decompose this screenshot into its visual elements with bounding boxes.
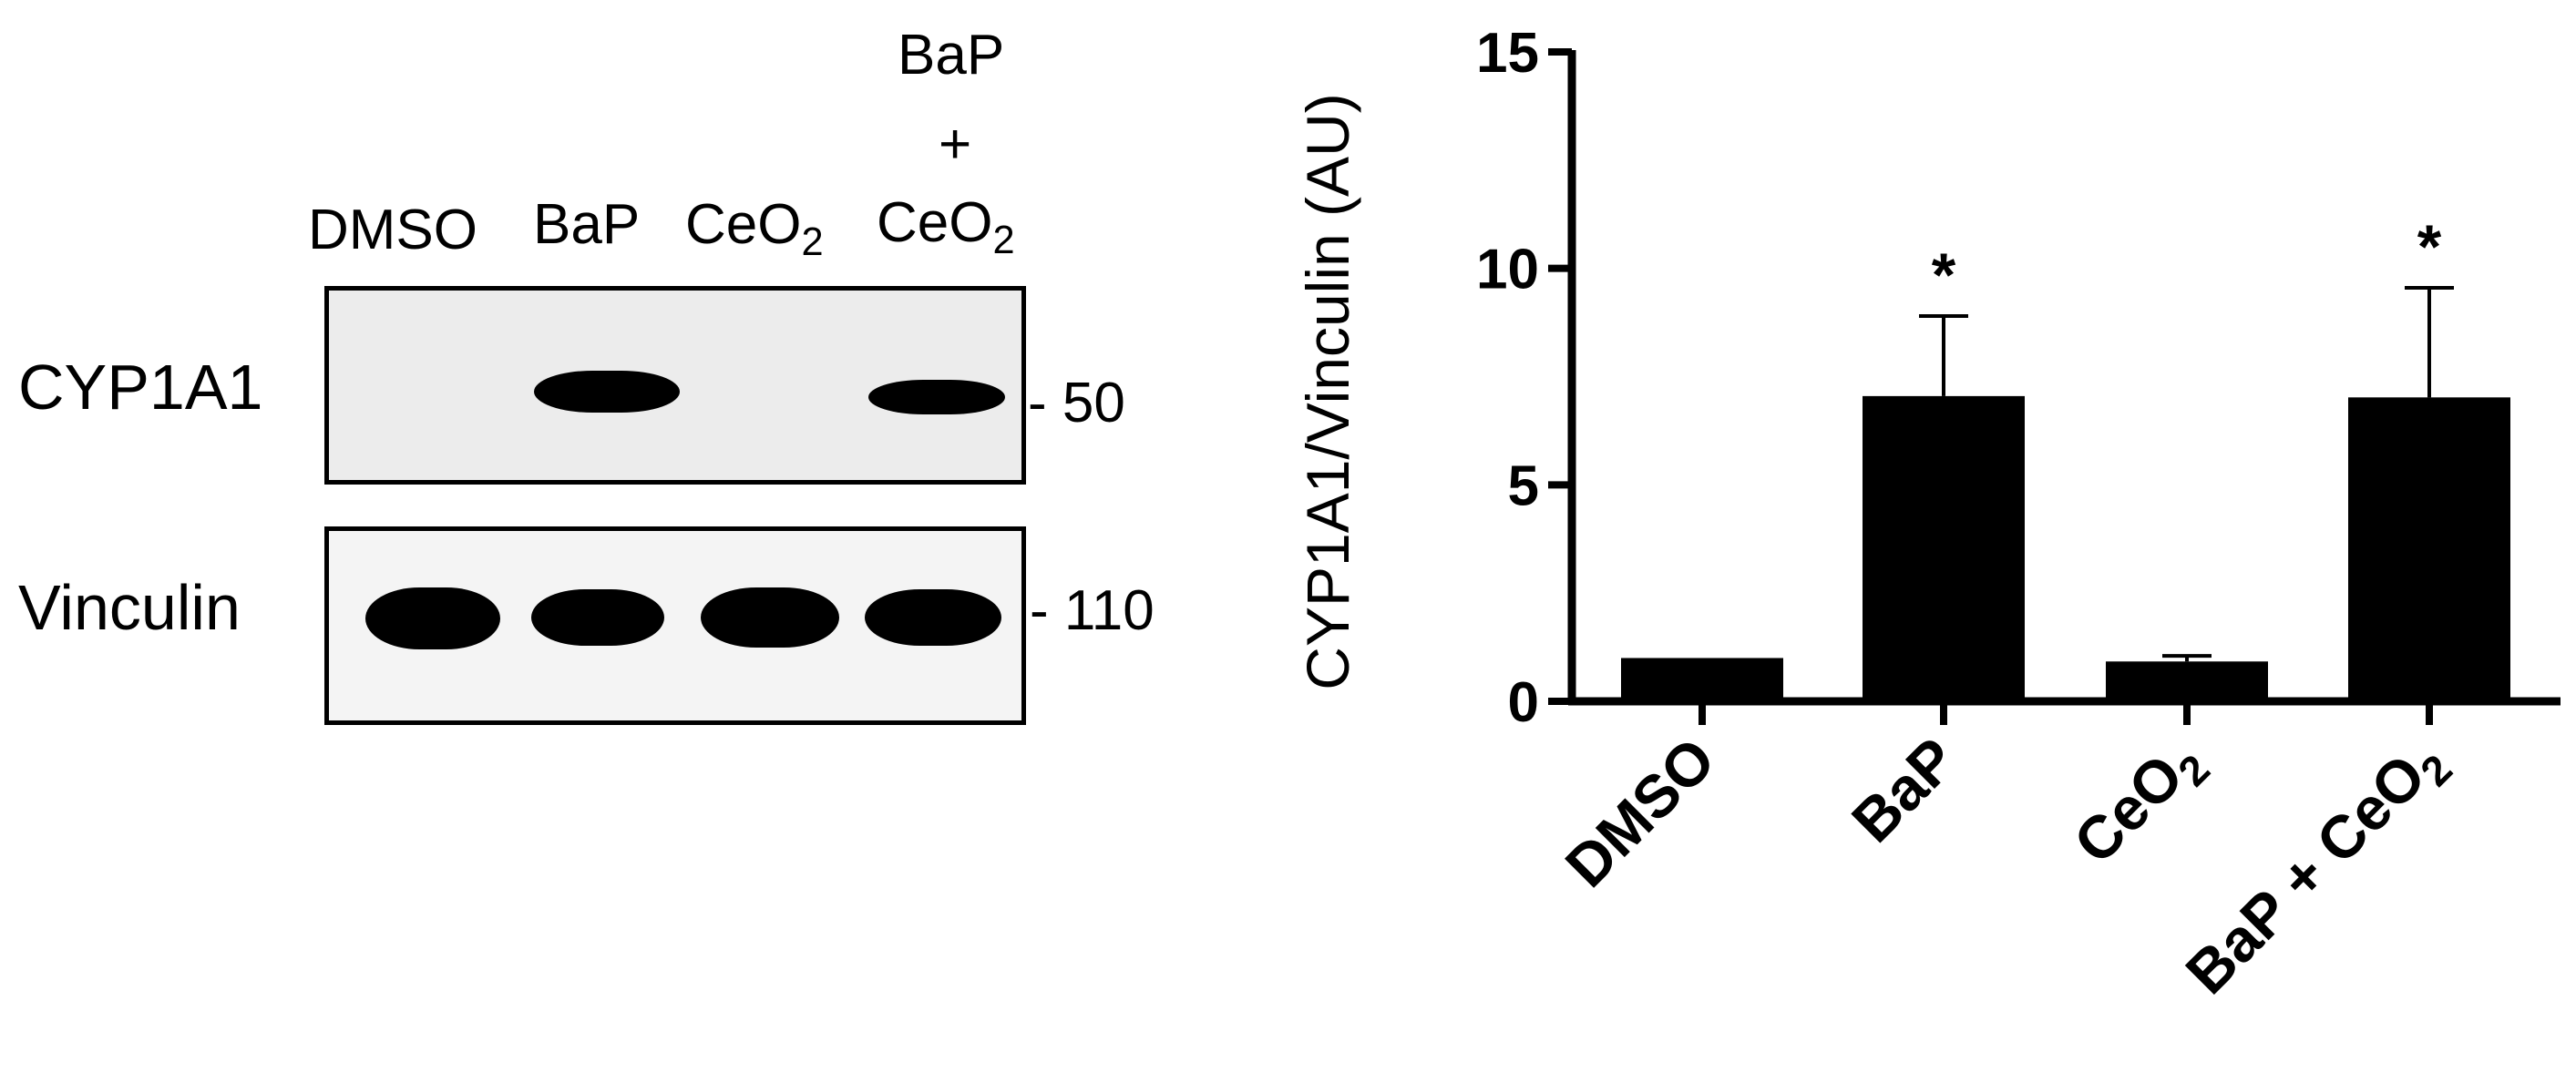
y-tick-label: 5 <box>1508 454 1539 517</box>
bar <box>2106 661 2268 701</box>
y-tick-label: 15 <box>1476 22 1539 85</box>
cyp1a1-band-bap-ceo2 <box>868 380 1005 414</box>
y-axis-label: CYP1A1/Vinculin (AU) <box>1294 93 1361 689</box>
lane-label-ceo2: CeO2 <box>685 193 824 265</box>
bar <box>2348 397 2510 701</box>
cyp1a1-blot-panel <box>324 286 1026 485</box>
lane-label-plus: + <box>939 113 972 176</box>
x-tick-label: BaP <box>1839 725 1969 855</box>
vinculin-band-bap-ceo2 <box>865 589 1001 646</box>
x-tick-label: DMSO <box>1553 725 1728 900</box>
row-label-vinculin: Vinculin <box>18 572 241 643</box>
y-tick-label: 0 <box>1508 671 1539 734</box>
x-tick-label: CeO2 <box>2061 725 2219 883</box>
lane-label-bap-top: BaP <box>898 24 1005 87</box>
mw-marker-50: - 50 <box>1028 372 1125 434</box>
vinculin-blot-panel <box>324 526 1026 725</box>
lane-label-bap: BaP <box>533 193 641 256</box>
bar <box>1621 658 1783 701</box>
mw-marker-110: - 110 <box>1030 579 1155 642</box>
vinculin-band-bap <box>531 589 664 646</box>
vinculin-band-dmso <box>365 587 500 649</box>
bars: * * <box>1621 212 2510 725</box>
cyp1a1-band-bap <box>534 371 680 413</box>
x-tick-label: BaP + CeO2 <box>2172 725 2461 1014</box>
row-label-cyp1a1: CYP1A1 <box>18 352 263 423</box>
y-tick-label: 10 <box>1476 239 1539 301</box>
lane-label-dmso: DMSO <box>308 199 477 261</box>
vinculin-band-ceo2 <box>701 587 839 648</box>
bar <box>1863 395 2025 701</box>
significance-marker: * <box>1932 240 1956 310</box>
significance-marker: * <box>2417 212 2442 281</box>
lane-label-bap-ceo2: CeO2 <box>877 191 1015 263</box>
